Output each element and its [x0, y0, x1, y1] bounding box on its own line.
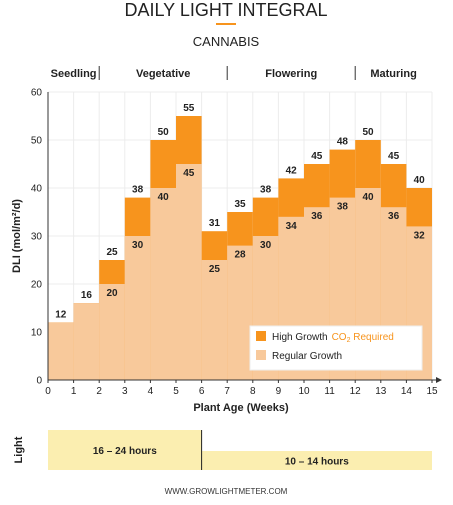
bar-regular-growth [150, 188, 176, 380]
value-label-regular: 45 [183, 168, 195, 179]
x-axis-label: Plant Age (Weeks) [193, 402, 289, 414]
value-label-high: 55 [183, 103, 195, 114]
light-period-band [201, 451, 432, 470]
legend-swatch-regular [256, 350, 266, 360]
value-label-regular: 25 [209, 264, 221, 275]
value-label-high: 25 [106, 247, 118, 258]
stage-label-vegetative: Vegetative [136, 68, 190, 80]
x-axis-arrow-icon [436, 377, 442, 383]
value-label-regular: 30 [260, 240, 272, 251]
bar-regular-growth [201, 260, 228, 380]
x-tick-label: 6 [199, 386, 205, 397]
x-tick-label: 2 [96, 386, 102, 397]
light-periods: 16 – 24 hours 10 – 14 hours [48, 430, 432, 470]
value-label-regular: 38 [337, 202, 349, 213]
y-tick-label: 60 [31, 88, 43, 99]
y-tick-label: 20 [31, 280, 43, 291]
bar-value-labels: 12 16 25 20 38 30 50 40 55 45 31 25 35 28 38 30 42 34 45 36… [55, 103, 425, 320]
y-tick-label: 50 [31, 136, 43, 147]
value-label-high: 38 [260, 185, 272, 196]
x-tick-label: 12 [350, 386, 362, 397]
x-tick-label: 7 [224, 386, 230, 397]
value-label-high: 50 [158, 127, 170, 138]
x-tick-label: 11 [324, 386, 335, 397]
x-tick-label: 5 [173, 386, 179, 397]
x-tick-label: 3 [122, 386, 128, 397]
stage-label-maturing: Maturing [370, 68, 416, 80]
bar-regular-growth [124, 236, 151, 380]
value-label-regular: 40 [158, 192, 170, 203]
x-tick-label: 4 [148, 386, 154, 397]
bar-regular-growth [73, 303, 100, 380]
stage-label-flowering: Flowering [265, 68, 317, 80]
value-label-regular: 40 [362, 192, 374, 203]
chart-title: DAILY LIGHT INTEGRAL [124, 0, 327, 20]
x-tick-label: 10 [298, 386, 310, 397]
value-label-high: 35 [234, 199, 246, 210]
chart-legend: High Growth CO2 Required Regular Growth [249, 325, 423, 371]
y-tick-label: 40 [31, 184, 43, 195]
bar-regular-growth [48, 322, 74, 380]
value-label-regular: 32 [414, 230, 426, 241]
value-label-high: 45 [311, 151, 323, 162]
value-label-high: 31 [209, 218, 221, 229]
value-label-high: 42 [286, 165, 298, 176]
value-label-high: 40 [414, 175, 426, 186]
chart-subtitle: CANNABIS [193, 34, 260, 49]
x-tick-label: 9 [276, 386, 282, 397]
value-label-regular: 20 [106, 288, 118, 299]
y-tick-label: 10 [31, 328, 43, 339]
legend-box [249, 325, 423, 371]
y-axis-label: DLI (mol/m²/d) [11, 199, 23, 273]
y-tick-label: 30 [31, 232, 43, 243]
y-tick-label: 0 [36, 376, 42, 387]
bar-regular-growth [176, 164, 202, 380]
legend-label-high: High Growth CO2 Required [272, 332, 394, 344]
light-period-band [48, 430, 202, 470]
bar-regular-growth [99, 284, 125, 380]
title-underline [216, 23, 236, 25]
x-tick-label: 14 [401, 386, 413, 397]
value-label-high: 48 [337, 137, 349, 148]
value-label-high: 12 [55, 309, 67, 320]
x-tick-label: 0 [45, 386, 51, 397]
legend-swatch-high [256, 331, 266, 341]
x-tick-label: 8 [250, 386, 256, 397]
value-label-regular: 34 [286, 221, 298, 232]
bar-regular-growth [227, 245, 253, 380]
value-label-regular: 30 [132, 240, 144, 251]
value-label-regular: 28 [234, 250, 246, 261]
x-tick-label: 15 [426, 386, 438, 397]
light-period-label: 16 – 24 hours [93, 446, 157, 457]
value-label-high: 16 [81, 290, 93, 301]
value-label-high: 38 [132, 185, 144, 196]
x-tick-label: 1 [71, 386, 77, 397]
value-label-high: 45 [388, 151, 400, 162]
x-tick-label: 13 [375, 386, 387, 397]
stage-label-seedling: Seedling [51, 68, 97, 80]
light-period-label: 10 – 14 hours [285, 457, 349, 468]
value-label-high: 50 [362, 127, 374, 138]
light-label: Light [13, 436, 25, 463]
growth-stage-labels: Seedling Vegetative Flowering Maturing [51, 66, 417, 80]
value-label-regular: 36 [311, 211, 323, 222]
footer-website: WWW.GROWLIGHTMETER.COM [165, 487, 288, 496]
legend-label-regular: Regular Growth [272, 351, 342, 362]
value-label-regular: 36 [388, 211, 400, 222]
